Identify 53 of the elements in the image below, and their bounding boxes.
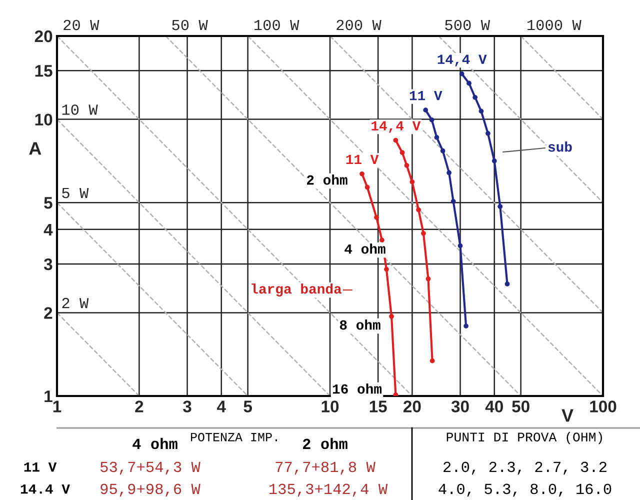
- x-tick-label: 50: [512, 400, 530, 412]
- text: 2.0, 2.3, 2.7, 3.2: [444, 462, 606, 475]
- annotation: larga banda: [252, 283, 342, 297]
- x-tick-label: 40: [485, 400, 503, 412]
- text: 4 ohm: [132, 438, 178, 450]
- x-tick-label: 20: [403, 400, 421, 412]
- x-tick-label: 5: [244, 400, 252, 412]
- annotation: 2 W: [62, 298, 89, 308]
- annotation: 16 ohm: [332, 384, 382, 394]
- x-tick-label: 1: [53, 400, 62, 412]
- text: 135,3+142,4 W: [270, 484, 388, 497]
- annotation: sub: [548, 142, 572, 152]
- y-tick-label: 3: [44, 258, 52, 270]
- x-tick-label: 30: [451, 400, 469, 412]
- text: PUNTI DI PROVA (OHM): [446, 432, 602, 444]
- text: POTENZA IMP.: [190, 432, 277, 442]
- annotation: 200 W: [336, 20, 382, 30]
- text: 11 V: [24, 462, 57, 472]
- x-tick-label: 4: [216, 400, 226, 412]
- y-tick-label: 15: [35, 65, 52, 77]
- annotation: 5 W: [62, 188, 89, 198]
- x-axis-title: V: [562, 409, 574, 422]
- annotation: 2 ohm: [306, 174, 348, 185]
- annotation: 8 ohm: [340, 320, 380, 330]
- text: 53,7+54,3 W: [100, 462, 200, 475]
- series-label: 14,4 V: [372, 121, 421, 133]
- annotation: 20 W: [64, 20, 100, 30]
- x-tick-label: 3: [183, 400, 192, 412]
- annotation: 4 ohm: [344, 244, 386, 254]
- text: 4.0, 5.3, 8.0, 16.0: [438, 484, 612, 497]
- annotation: 10 W: [62, 104, 98, 115]
- text: 14.4 V: [20, 484, 70, 494]
- x-tick-label: 15: [370, 400, 387, 412]
- text: 95,9+98,6 W: [100, 484, 200, 497]
- y-tick-label: 1: [44, 390, 52, 402]
- annotation: 1000 W: [527, 20, 582, 30]
- annotation: 100 W: [254, 20, 300, 30]
- series-label: 11 V: [346, 154, 379, 164]
- x-tick-label: 100: [590, 400, 616, 412]
- y-tick-label: 4: [44, 224, 53, 236]
- annotation: 50 W: [172, 20, 208, 30]
- y-tick-label: 5: [44, 197, 52, 209]
- series-label: 11 V: [410, 91, 442, 100]
- x-tick-label: 10: [322, 400, 339, 412]
- y-axis-title: A: [29, 142, 42, 155]
- y-tick-label: 10: [35, 114, 52, 126]
- annotation: 500 W: [445, 20, 490, 30]
- text: 2 ohm: [302, 438, 348, 450]
- x-tick-label: 2: [135, 400, 144, 412]
- series-label: 14,4 V: [438, 54, 487, 66]
- text: 77,7+81,8 W: [276, 462, 376, 475]
- y-tick-label: 20: [34, 30, 52, 42]
- y-tick-label: 2: [44, 307, 52, 319]
